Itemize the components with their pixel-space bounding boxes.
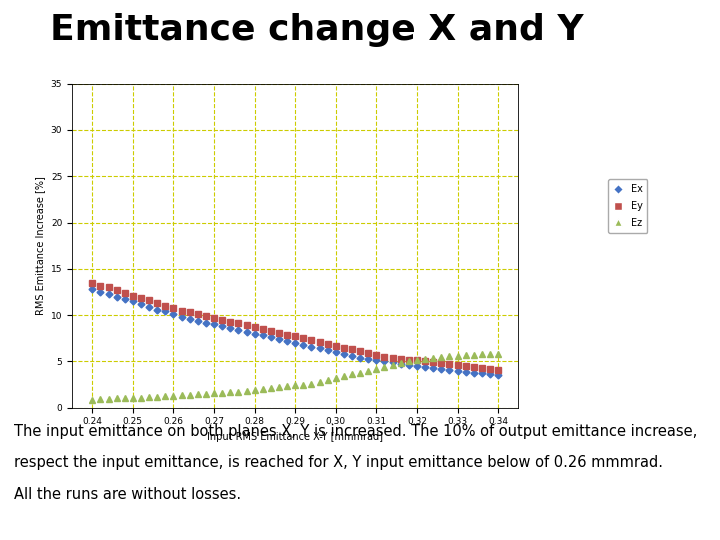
Text: Emittance change X and Y: Emittance change X and Y <box>50 13 583 46</box>
Text: respect the input emittance, is reached for X, Y input emittance below of 0.26 m: respect the input emittance, is reached … <box>14 455 663 470</box>
Ez <box>356 369 364 376</box>
Ex <box>486 371 495 377</box>
Ey <box>177 307 186 314</box>
Ex <box>210 321 218 328</box>
Ey <box>494 367 503 373</box>
Ey <box>218 316 227 323</box>
Ez <box>494 351 503 357</box>
Ex <box>177 314 186 320</box>
Ez <box>218 390 227 396</box>
Ez <box>477 351 486 357</box>
Ez <box>88 397 96 403</box>
Ex <box>356 354 364 361</box>
Legend: Ex, Ey, Ez: Ex, Ey, Ez <box>608 179 647 233</box>
Ex <box>380 358 389 365</box>
Ey <box>210 315 218 321</box>
Ez <box>177 392 186 398</box>
Ez <box>486 351 495 357</box>
Ez <box>380 364 389 370</box>
Ey <box>88 280 96 286</box>
Ex <box>88 286 96 293</box>
Line: Ey: Ey <box>89 280 501 373</box>
Text: All the runs are without losses.: All the runs are without losses. <box>14 487 241 502</box>
Ez <box>210 390 218 396</box>
Line: Ez: Ez <box>89 351 501 403</box>
Text: The input emittance on both planes X, Y is increased. The 10% of output emittanc: The input emittance on both planes X, Y … <box>14 424 698 439</box>
X-axis label: Input RMS Emittance X-Y [mmmrad]: Input RMS Emittance X-Y [mmmrad] <box>207 432 383 442</box>
Line: Ex: Ex <box>90 287 500 378</box>
Ey <box>380 354 389 360</box>
Ey <box>356 348 364 354</box>
Ey <box>486 366 495 372</box>
Y-axis label: RMS Emittance Increase [%]: RMS Emittance Increase [%] <box>35 176 45 315</box>
Ex <box>218 323 227 329</box>
Ex <box>494 372 503 379</box>
